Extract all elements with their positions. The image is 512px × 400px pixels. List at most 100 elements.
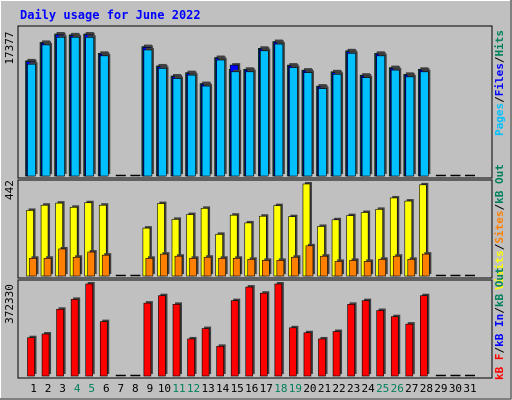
kbytes-bar-day-19 — [289, 325, 299, 377]
day-label-12: 12 — [187, 382, 200, 395]
sites-bar-day-28-fill — [422, 253, 430, 277]
sites-bar-day-5-fill — [87, 251, 95, 277]
sites-bar-day-21-fill — [320, 255, 328, 277]
kbytes-bar-day-13-fill — [201, 328, 210, 377]
pages-bar-day-27-fill — [405, 76, 415, 177]
pages-bar-day-6 — [99, 53, 111, 177]
sites-bar-day-16 — [247, 257, 257, 277]
day-label-13: 13 — [201, 382, 214, 395]
sites-bar-day-1 — [29, 256, 39, 277]
legend-bot-part-1: / — [493, 347, 506, 354]
hits-ytick-label: 17377 — [3, 31, 16, 64]
pages-bar-day-12-fill — [187, 74, 196, 177]
kbytes-bar-day-27 — [405, 322, 415, 377]
pages-bar-day-1-fill — [27, 63, 36, 177]
pages-bar-day-12 — [187, 73, 198, 177]
pages-bar-day-20 — [303, 70, 314, 177]
kbytes-bar-day-11-fill — [172, 304, 181, 377]
kbytes-bar-day-20 — [303, 330, 313, 377]
pages-bar-day-13 — [201, 84, 213, 177]
kbytes-bar-day-24-fill — [361, 300, 370, 377]
kbytes-bar-day-25-fill — [376, 310, 385, 377]
day-label-20: 20 — [303, 382, 316, 395]
sites-bar-day-13 — [203, 255, 214, 277]
hits-files-pages-legend: Pages/Files/Hits — [493, 30, 506, 136]
kbytes-bar-day-10 — [158, 293, 168, 377]
day-label-7: 7 — [117, 382, 124, 395]
sites-bar-day-15-fill — [232, 258, 241, 277]
sites-bar-day-18 — [276, 258, 286, 277]
kbytes-bar-day-12 — [187, 336, 197, 377]
kbytes-bar-day-15 — [230, 298, 241, 377]
kbytes-bar-day-13 — [201, 326, 212, 377]
kbytes-bar-day-14-fill — [216, 346, 224, 377]
sites-bar-day-4 — [72, 255, 83, 277]
kbytes-bar-day-19-fill — [289, 327, 297, 377]
pages-bar-day-3-fill — [56, 37, 65, 177]
kbytes-bar-day-28-fill — [420, 295, 428, 377]
pages-bar-day-15-fill — [230, 71, 240, 177]
pages-bar-day-9-fill — [143, 49, 153, 177]
pages-bar-day-10-fill — [158, 68, 167, 177]
kbytes-bar-day-17 — [259, 291, 270, 377]
pages-bar-day-5 — [85, 35, 96, 177]
kbytes-bar-day-2-fill — [41, 333, 50, 377]
pages-bar-day-15 — [230, 69, 242, 177]
day-label-16: 16 — [245, 382, 258, 395]
chart-title: Daily usage for June 2022 — [20, 8, 201, 22]
sites-bar-day-3 — [58, 246, 68, 277]
sites-bar-day-25-fill — [378, 259, 387, 277]
pages-bar-day-19 — [289, 65, 300, 177]
kbytes-bar-day-24 — [361, 298, 372, 377]
legend-bot-part-2: kB In — [493, 314, 506, 347]
pages-bar-day-26-fill — [390, 69, 400, 177]
sites-bar-day-19-fill — [291, 256, 299, 277]
pages-bar-day-11 — [172, 76, 183, 177]
sites-bar-day-20-fill — [305, 245, 314, 277]
sites-bar-day-10-fill — [160, 253, 168, 277]
pages-bar-day-17 — [259, 48, 271, 177]
kbytes-legend: kB F/kB In/kB Out — [493, 267, 506, 380]
day-label-18: 18 — [274, 382, 287, 395]
kbytes-bar-day-5-fill — [85, 283, 93, 377]
kbytes-bar-day-9 — [143, 301, 153, 377]
kbytes-bar-day-1 — [27, 335, 37, 377]
kbytes-bar-day-16-fill — [245, 286, 254, 377]
pages-bar-day-27 — [405, 74, 416, 177]
day-label-27: 27 — [405, 382, 418, 395]
pages-bar-day-24-fill — [361, 77, 371, 177]
kbytes-bar-day-22 — [332, 329, 343, 377]
sites-bar-day-9 — [145, 256, 155, 277]
pages-bar-day-2-fill — [41, 44, 51, 177]
kbytes-bar-day-16 — [245, 285, 255, 377]
kbytes-bar-day-6-fill — [99, 321, 108, 377]
day-label-25: 25 — [376, 382, 389, 395]
kbytes-bar-day-23-fill — [347, 304, 355, 377]
pages-bar-day-28-fill — [420, 71, 429, 177]
sites-bar-day-17 — [261, 258, 272, 277]
kbytes-bar-day-2 — [41, 331, 52, 377]
day-label-9: 9 — [147, 382, 154, 395]
sites-bar-day-14-fill — [218, 258, 226, 277]
legend-top-part-3: / — [493, 56, 506, 63]
sites-bar-day-22-fill — [334, 261, 343, 277]
sites-bar-day-5 — [87, 250, 97, 277]
sites-bar-day-23 — [349, 258, 359, 277]
day-label-24: 24 — [362, 382, 376, 395]
sites-bar-day-6-fill — [101, 254, 110, 277]
pages-bar-day-23 — [347, 51, 358, 177]
sites-bar-day-18-fill — [276, 260, 285, 277]
sites-bar-day-12-fill — [189, 258, 197, 277]
kbytes-bar-day-14 — [216, 344, 226, 377]
sites-bar-day-27-fill — [407, 259, 416, 277]
sites-bar-day-1-fill — [29, 258, 37, 277]
pages-bar-day-21-fill — [318, 88, 327, 177]
kbytes-bar-day-9-fill — [143, 302, 152, 377]
day-label-1: 1 — [30, 382, 37, 395]
sites-bar-day-21 — [320, 254, 330, 277]
sites-bar-day-25 — [378, 257, 388, 277]
pages-bar-day-23-fill — [347, 53, 356, 177]
day-label-10: 10 — [158, 382, 171, 395]
kbytes-bar-day-11 — [172, 302, 182, 377]
